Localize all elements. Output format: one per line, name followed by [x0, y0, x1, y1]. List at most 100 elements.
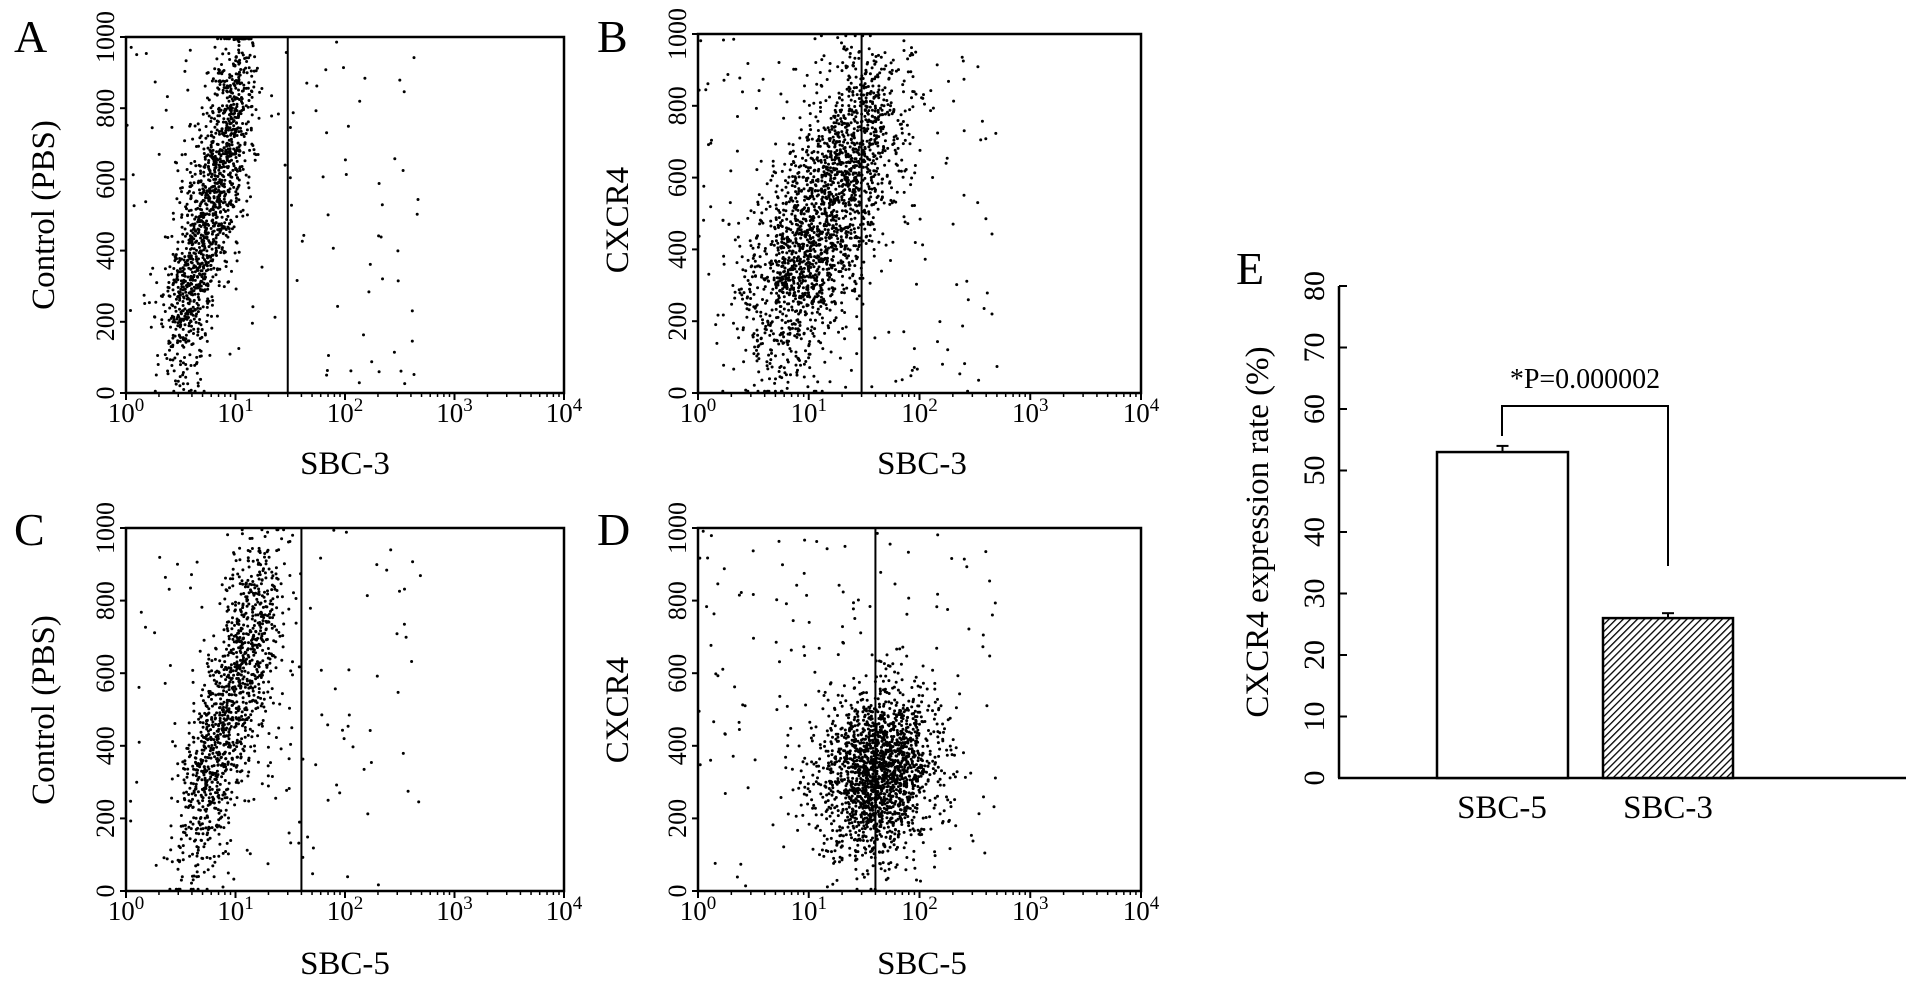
scatter-point — [181, 266, 185, 270]
scatter-point — [873, 119, 877, 123]
scatter-point — [201, 832, 205, 836]
scatter-point — [208, 820, 212, 824]
scatter-point — [901, 83, 905, 87]
scatter-point — [832, 218, 836, 222]
scatter-point — [216, 206, 220, 210]
scatter-point — [792, 260, 796, 264]
scatter-point — [855, 255, 859, 259]
scatter-point — [210, 659, 214, 663]
scatter-point — [876, 144, 880, 148]
scatter-point — [743, 275, 747, 279]
scatter-point — [810, 302, 814, 306]
scatter-point — [199, 377, 203, 381]
scatter-point — [203, 842, 207, 846]
scatter-point — [342, 737, 346, 741]
scatter-point — [835, 131, 839, 135]
scatter-point — [868, 281, 872, 285]
scatter-point — [804, 360, 808, 363]
scatter-point — [882, 67, 886, 71]
scatter-point — [204, 260, 208, 264]
scatter-point — [786, 268, 790, 272]
scatter-point — [227, 119, 231, 123]
scatter-point — [819, 237, 823, 241]
scatter-point — [206, 96, 209, 100]
scatter-point — [760, 196, 764, 200]
scatter-point — [746, 216, 750, 220]
scatter-point — [781, 261, 785, 265]
scatter-point — [252, 634, 256, 638]
scatter-point — [834, 227, 838, 231]
scatter-point — [357, 381, 361, 385]
scatter-point — [857, 294, 861, 298]
scatter-point — [237, 78, 241, 82]
scatter-point — [827, 128, 831, 132]
scatter-point — [877, 240, 881, 244]
scatter-point — [402, 90, 406, 94]
scatter-point — [233, 149, 237, 153]
scatter-point — [774, 142, 778, 146]
scatter-point — [263, 555, 266, 559]
scatter-point — [222, 826, 226, 830]
scatter-point — [207, 213, 211, 216]
scatter-point — [774, 286, 778, 290]
scatter-point — [216, 175, 220, 178]
scatter-point — [231, 716, 234, 719]
scatter-point — [210, 247, 214, 251]
scatter-point — [739, 287, 743, 291]
scatter-point — [347, 668, 351, 672]
scatter-point — [853, 164, 857, 168]
scatter-point — [237, 198, 241, 202]
scatter-point — [820, 288, 824, 292]
scatter-point — [375, 563, 379, 567]
scatter-point — [853, 56, 857, 60]
scatter-point — [752, 332, 756, 336]
scatter-point — [258, 562, 262, 566]
scatter-point — [213, 212, 217, 216]
scatter-point — [204, 784, 208, 788]
scatter-point — [210, 175, 213, 179]
scatter-point — [816, 129, 820, 132]
scatter-point — [221, 52, 225, 56]
scatter-point — [828, 263, 832, 267]
scatter-point — [766, 200, 770, 204]
scatter-point — [252, 593, 256, 597]
scatter-point — [879, 129, 883, 133]
scatter-point — [868, 72, 872, 76]
scatter-point — [188, 170, 192, 174]
scatter-point — [246, 653, 250, 657]
scatter-point — [253, 643, 257, 647]
scatter-point — [780, 237, 784, 241]
scatter-point — [264, 576, 268, 580]
scatter-point — [217, 222, 221, 226]
scatter-point — [797, 277, 801, 281]
scatter-point — [228, 577, 232, 581]
scatter-point — [944, 161, 948, 165]
scatter-point — [863, 227, 867, 231]
scatter-point — [156, 363, 160, 366]
scatter-point — [819, 83, 823, 87]
scatter-point — [876, 90, 880, 94]
scatter-point — [416, 198, 420, 201]
scatter-point — [837, 135, 841, 139]
scatter-point — [229, 87, 233, 91]
scatter-point — [862, 84, 866, 88]
scatter-point — [246, 774, 250, 778]
scatter-point — [771, 174, 774, 178]
scatter-point — [177, 290, 181, 294]
scatter-point — [936, 340, 939, 344]
scatter-point — [176, 324, 180, 328]
scatter-point — [819, 299, 823, 302]
scatter-point — [768, 205, 772, 208]
scatter-point — [195, 145, 198, 148]
scatter-point — [856, 226, 860, 230]
scatter-point — [840, 198, 844, 202]
scatter-point — [139, 610, 143, 614]
scatter-point — [730, 302, 734, 306]
scatter-point — [810, 222, 814, 226]
scatter-point — [325, 369, 329, 372]
scatter-point — [201, 827, 205, 831]
scatter-point — [744, 388, 748, 392]
scatter-point — [910, 176, 914, 180]
scatter-point — [287, 607, 291, 611]
